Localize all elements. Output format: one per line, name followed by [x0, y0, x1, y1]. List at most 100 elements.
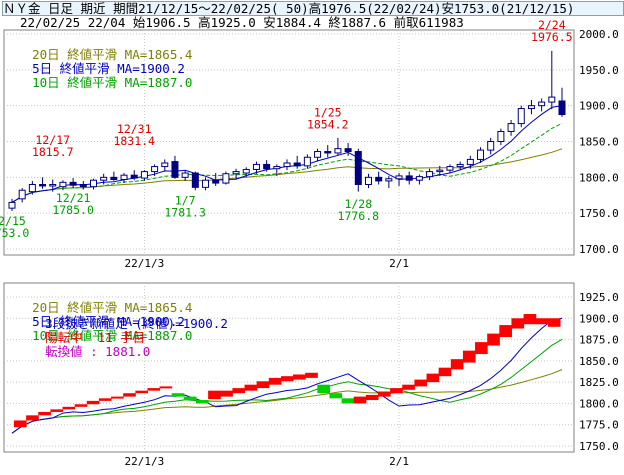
candle [415, 176, 423, 181]
y-tick-label: 1850.0 [579, 136, 619, 149]
candle [426, 171, 434, 178]
chart-title-bar: ＮＹ金 日足 期近 期間21/12/15～22/02/25( 50)高1976.… [2, 1, 624, 16]
new-price-brick [353, 396, 367, 404]
candle [79, 184, 87, 188]
candle [263, 163, 271, 170]
new-price-brick [220, 390, 233, 397]
candle [527, 105, 535, 110]
peak-annotation: 1815.7 [32, 145, 74, 159]
candle [517, 108, 525, 125]
candle [171, 161, 179, 178]
new-price-brick [365, 394, 379, 401]
candle [100, 176, 108, 181]
new-price-brick [438, 367, 452, 377]
candle [130, 174, 138, 179]
top-panel-frame [3, 29, 575, 256]
candle [252, 163, 260, 170]
new-price-brick [232, 388, 246, 394]
new-price-brick [487, 333, 500, 346]
new-price-brick [280, 376, 294, 382]
peak-annotation: 1976.5 [531, 30, 573, 44]
y-tick-label: 1800.0 [579, 171, 619, 184]
peak-annotation: 2/15 [0, 214, 26, 228]
new-price-brick [256, 381, 270, 389]
legend-ma5: 5日 終値平滑 MA=1900.2 [32, 61, 185, 76]
new-price-brick [329, 393, 343, 399]
new-price-brick [523, 314, 537, 325]
candle [507, 123, 515, 132]
candle [364, 176, 372, 185]
candle [293, 162, 301, 167]
candle [334, 148, 342, 154]
candle [120, 174, 128, 180]
new-price-brick [74, 404, 88, 407]
candle [140, 171, 148, 179]
candle [191, 172, 199, 188]
candle [161, 162, 169, 168]
new-price-brick [475, 342, 488, 355]
new-price-brick [414, 379, 428, 387]
new-price-brick [26, 415, 39, 421]
new-price-brick [390, 388, 403, 394]
legend-bottom: 20日 終値平滑 MA=1865.4 5日 終値平滑 MA=1900.2 10日… [17, 287, 192, 343]
candle [436, 169, 444, 173]
candle [212, 179, 220, 184]
new-price-brick [426, 373, 440, 383]
candle [385, 178, 393, 182]
y-tick-label: 1950.0 [579, 64, 619, 77]
new-price-brick [450, 359, 464, 370]
new-price-brick [86, 400, 100, 405]
new-price-brick [511, 318, 525, 329]
y-tick-label: 1750.0 [579, 207, 619, 220]
candle [242, 168, 250, 174]
candle [548, 96, 556, 103]
y-tick-label: 2000.0 [579, 28, 619, 41]
peak-annotation: 1/7 [175, 194, 196, 208]
candle [8, 201, 16, 209]
candle [324, 151, 332, 154]
candle [151, 166, 159, 173]
candle [354, 151, 362, 186]
peak-annotation: 1781.3 [164, 206, 206, 220]
candle [405, 175, 413, 181]
new-price-brick [147, 388, 161, 391]
kagi-status: 陽転中 11 手目 [45, 330, 146, 345]
peak-annotation: 1854.2 [307, 117, 349, 131]
candle [477, 149, 485, 160]
y-tick-label: 1750.0 [579, 440, 619, 453]
new-price-brick [317, 384, 330, 394]
candle [18, 189, 26, 200]
new-price-brick [499, 325, 512, 338]
new-price-brick [123, 393, 136, 397]
new-price-brick [268, 377, 282, 385]
candle [497, 130, 505, 142]
y-tick-label: 1825.0 [579, 376, 619, 389]
bottom-panel-frame [3, 282, 575, 453]
candle [283, 162, 291, 168]
new-price-brick [305, 372, 318, 378]
candle [28, 184, 36, 193]
candle [69, 181, 77, 186]
candle [39, 184, 47, 187]
candle [314, 151, 322, 158]
new-price-brick [98, 398, 112, 401]
candle [487, 141, 495, 151]
new-price-brick [547, 318, 561, 327]
new-price-brick [62, 406, 76, 410]
ma10-line [11, 122, 563, 203]
new-price-brick [341, 398, 355, 404]
candle [456, 163, 464, 168]
candle [273, 166, 281, 170]
x-tick-label: 22/1/3 [125, 257, 165, 270]
candle [202, 179, 210, 188]
peak-annotation: 2/24 [538, 18, 566, 32]
kagi-close: 3段抜き新値足 (終値)=1900.2 [45, 316, 228, 331]
y-tick-label: 1900.0 [579, 312, 619, 325]
peak-annotation: 1776.8 [338, 209, 380, 223]
legend-ma20-bottom: 20日 終値平滑 MA=1865.4 [32, 300, 193, 315]
candle [375, 176, 383, 182]
y-tick-label: 1775.0 [579, 419, 619, 432]
peak-annotation: 1/28 [344, 197, 372, 211]
candle [303, 156, 311, 167]
